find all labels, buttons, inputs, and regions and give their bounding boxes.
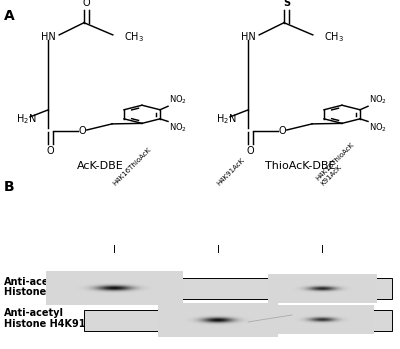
Text: Anti-acetyl: Anti-acetyl [4,277,64,287]
Text: Anti-acetyl: Anti-acetyl [4,308,64,318]
Text: H4K91AcK: H4K91AcK [216,157,246,187]
Text: H4K16ThioAcK
K91AcK: H4K16ThioAcK K91AcK [315,141,360,187]
Text: NO$_2$: NO$_2$ [169,94,187,106]
Text: O: O [278,126,286,136]
Text: CH$_3$: CH$_3$ [324,30,344,44]
Text: Histone H4K91: Histone H4K91 [4,319,86,329]
Text: O: O [46,146,54,156]
Text: Histone H4K16: Histone H4K16 [4,287,86,297]
Text: HN: HN [241,32,255,42]
FancyBboxPatch shape [84,310,392,331]
Text: NO$_2$: NO$_2$ [369,94,387,106]
Text: NO$_2$: NO$_2$ [369,122,387,134]
Text: O: O [78,126,86,136]
Text: NO$_2$: NO$_2$ [169,122,187,134]
Text: A: A [4,9,15,23]
FancyBboxPatch shape [84,279,392,299]
Text: CH$_3$: CH$_3$ [124,30,144,44]
Text: AcK-DBE: AcK-DBE [77,161,123,171]
Text: HN: HN [41,32,55,42]
Text: H4K16ThioAcK: H4K16ThioAcK [112,146,152,187]
Text: B: B [4,180,15,194]
Text: H$_2$N: H$_2$N [16,112,36,126]
Text: S: S [283,0,290,8]
Text: O: O [246,146,254,156]
Text: H$_2$N: H$_2$N [216,112,236,126]
Text: ThioAcK-DBE: ThioAcK-DBE [265,161,335,171]
Text: O: O [82,0,90,8]
